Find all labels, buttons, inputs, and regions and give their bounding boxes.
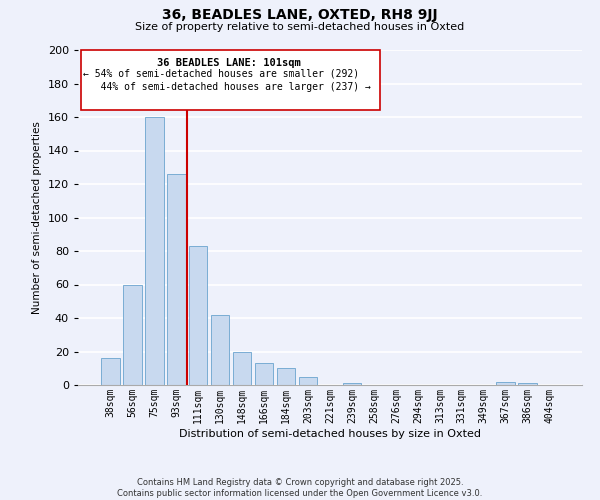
Bar xyxy=(299,376,317,385)
Bar xyxy=(518,384,537,385)
Bar xyxy=(123,284,142,385)
FancyBboxPatch shape xyxy=(80,50,380,110)
Text: 36, BEADLES LANE, OXTED, RH8 9JJ: 36, BEADLES LANE, OXTED, RH8 9JJ xyxy=(162,8,438,22)
Bar xyxy=(189,246,208,385)
Bar xyxy=(101,358,119,385)
Bar xyxy=(343,384,361,385)
Bar xyxy=(211,314,229,385)
Bar xyxy=(145,117,164,385)
Bar xyxy=(496,382,515,385)
Text: ← 54% of semi-detached houses are smaller (292): ← 54% of semi-detached houses are smalle… xyxy=(83,68,359,78)
Text: 44% of semi-detached houses are larger (237) →: 44% of semi-detached houses are larger (… xyxy=(83,82,371,92)
Text: Size of property relative to semi-detached houses in Oxted: Size of property relative to semi-detach… xyxy=(136,22,464,32)
Bar xyxy=(277,368,295,385)
Text: Contains HM Land Registry data © Crown copyright and database right 2025.
Contai: Contains HM Land Registry data © Crown c… xyxy=(118,478,482,498)
Text: 36 BEADLES LANE: 101sqm: 36 BEADLES LANE: 101sqm xyxy=(157,58,301,68)
Bar xyxy=(167,174,185,385)
X-axis label: Distribution of semi-detached houses by size in Oxted: Distribution of semi-detached houses by … xyxy=(179,428,481,438)
Bar xyxy=(233,352,251,385)
Y-axis label: Number of semi-detached properties: Number of semi-detached properties xyxy=(32,121,42,314)
Bar xyxy=(255,363,274,385)
